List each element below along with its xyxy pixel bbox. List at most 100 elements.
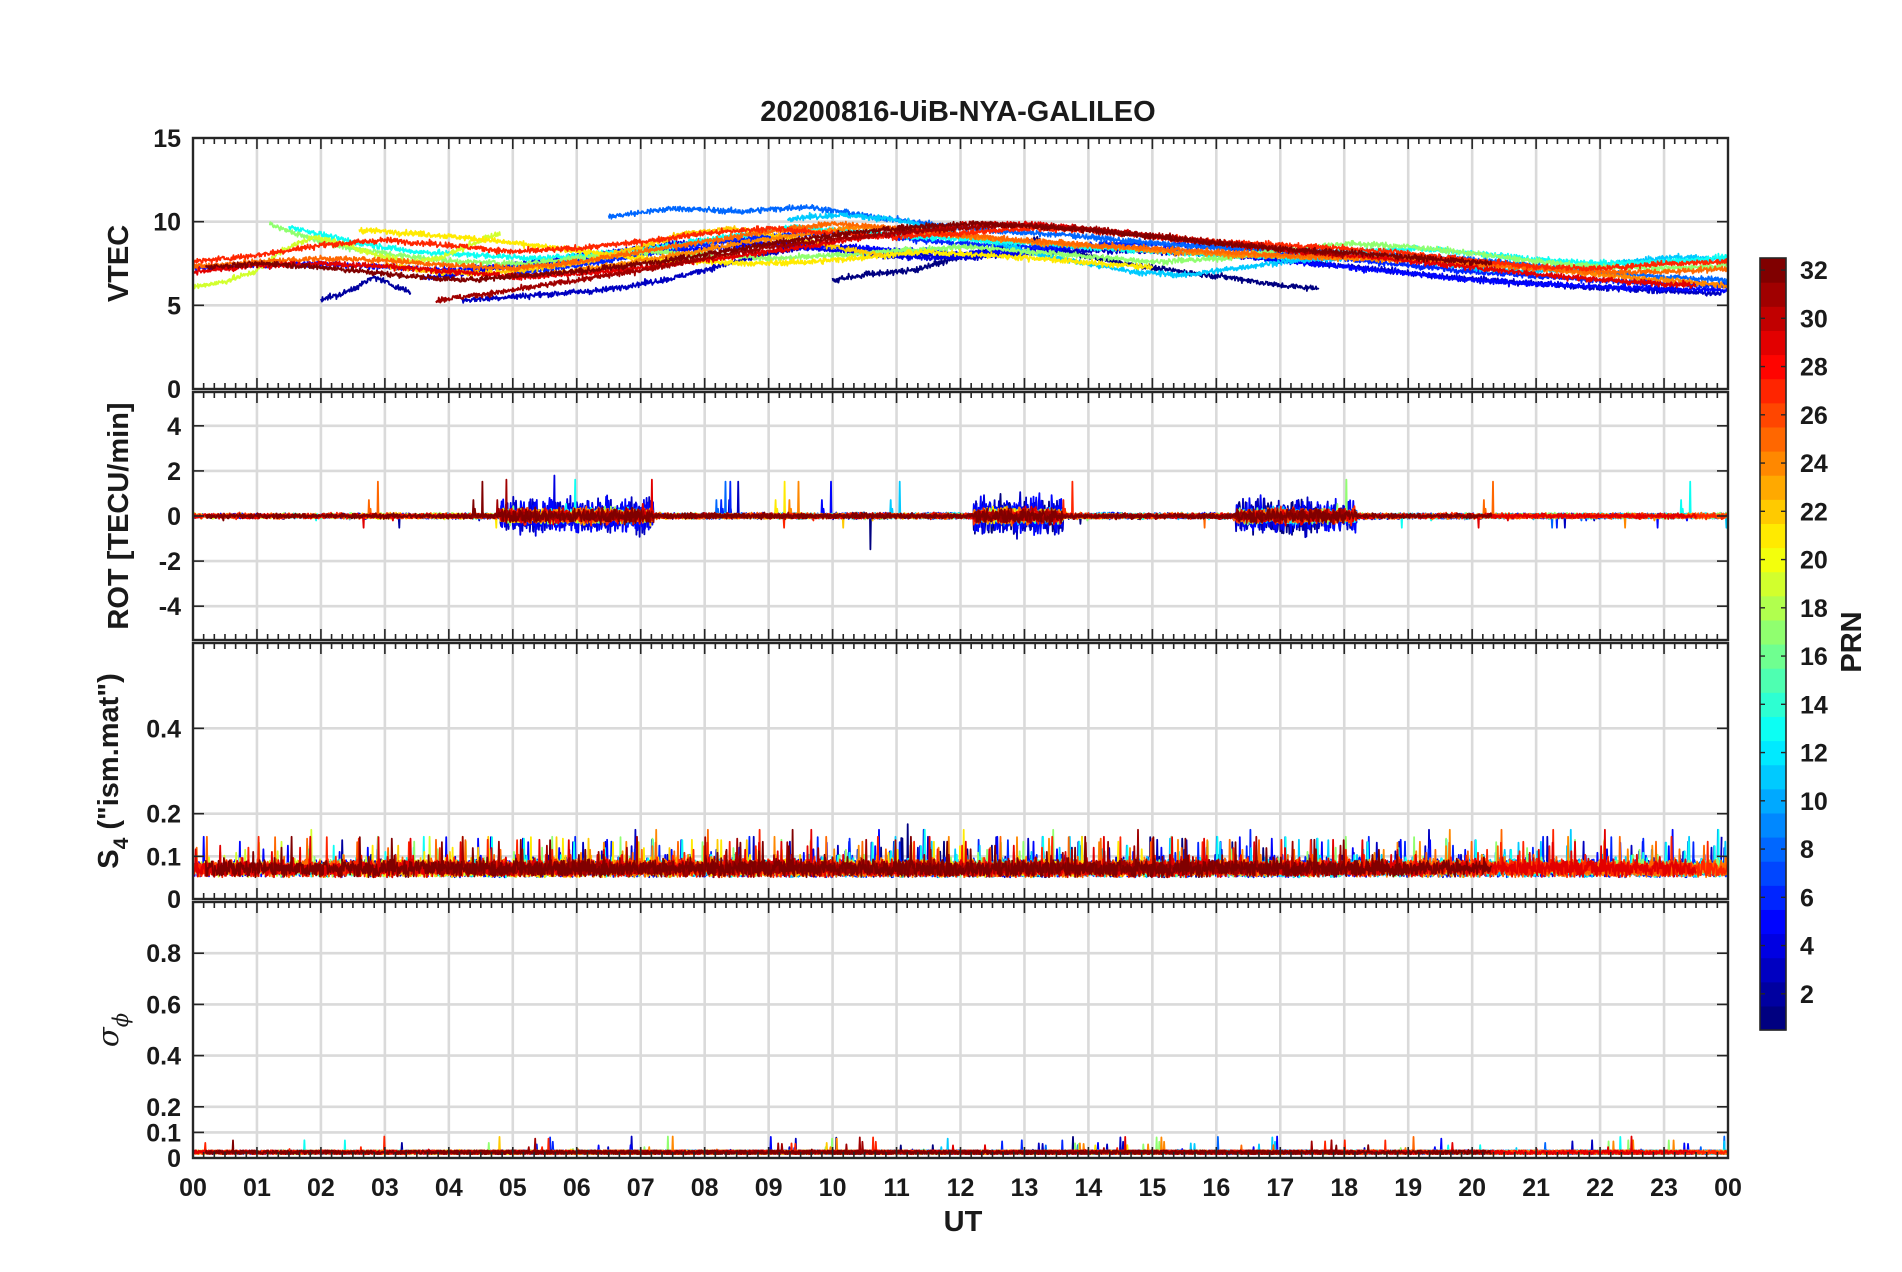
x-tick-label: 10 [819, 1174, 847, 1202]
colorbar-tick-label: 30 [1800, 305, 1828, 333]
panel-3: 0 0.1 0.2 0.4 S4 ("ism.mat") [93, 641, 1730, 914]
panel-1: 0 5 10 15 VTEC [103, 125, 1730, 404]
y-tick-label: 0.1 [146, 1119, 181, 1147]
colorbar-swatch [1760, 668, 1786, 693]
chart-title: 20200816-UiB-NYA-GALILEO [760, 96, 1155, 128]
y-tick-label: 10 [153, 209, 181, 237]
panel-frame [191, 390, 1730, 642]
y-tick-label: -2 [159, 548, 181, 576]
x-tick-label: 06 [563, 1174, 591, 1202]
panel-frame [191, 641, 1730, 901]
colorbar-swatch [1760, 909, 1786, 935]
colorbar-swatch [1760, 957, 1786, 983]
x-tick-label: 03 [371, 1174, 399, 1202]
y-tick-label: 0.2 [146, 1094, 181, 1122]
y-tick-label: 0 [167, 503, 181, 531]
series-line-prn-32 [204, 1139, 1493, 1156]
colorbar-tick-label: 6 [1800, 884, 1814, 912]
x-tick-label: 02 [307, 1174, 335, 1202]
x-tick-label: 22 [1586, 1174, 1614, 1202]
colorbar-tick-label: 8 [1800, 836, 1814, 864]
y-axis-label: S4 ("ism.mat") [93, 673, 133, 869]
y-tick-label: 0.2 [146, 801, 181, 829]
colorbar-swatch [1760, 812, 1786, 838]
y-tick-label: 4 [167, 413, 181, 441]
x-tick-label: 20 [1458, 1174, 1486, 1202]
colorbar-tick-label: 14 [1800, 691, 1828, 719]
y-tick-label: 0.1 [146, 843, 181, 871]
x-tick-label: 13 [1011, 1174, 1039, 1202]
y-tick-label: 2 [167, 458, 181, 486]
x-tick-label: 07 [627, 1174, 655, 1202]
colorbar-tick-label: 4 [1800, 933, 1814, 961]
colorbar-frame [1759, 257, 1787, 1031]
series-line-prn-32 [204, 828, 1493, 879]
x-tick-label: 16 [1202, 1174, 1230, 1202]
colorbar-tick-label: 16 [1800, 643, 1828, 671]
series-line-prn-2 [320, 274, 412, 303]
x-tick-label: 01 [243, 1174, 271, 1202]
colorbar-swatch [1760, 1005, 1786, 1031]
series-line-prn-32 [204, 220, 1493, 284]
colorbar-swatch [1760, 619, 1786, 645]
panel-frame [191, 136, 1730, 391]
y-tick-label: 0.4 [146, 715, 181, 743]
y-tick-label: 0.4 [146, 1043, 181, 1071]
colorbar-swatch [1760, 571, 1786, 597]
x-tick-label: 23 [1650, 1174, 1678, 1202]
y-tick-label: 0 [167, 1145, 181, 1173]
colorbar-label: PRN [1836, 611, 1868, 672]
colorbar-tick-label: 26 [1800, 402, 1828, 430]
x-axis-label: UT [944, 1206, 983, 1238]
x-tick-label: 08 [691, 1174, 719, 1202]
colorbar-tick-label: 24 [1800, 450, 1828, 478]
panel-data [193, 203, 1728, 304]
y-tick-label: 5 [167, 292, 181, 320]
x-tick-label: 04 [435, 1174, 463, 1202]
colorbar-tick-label: 32 [1800, 257, 1828, 285]
colorbar-swatch [1760, 330, 1786, 356]
x-tick-label: 21 [1522, 1174, 1550, 1202]
x-tick-labels: 00 01 02 03 04 05 06 07 08 09 10 11 12 13 14 15 16 17 18 19… [179, 1174, 1742, 1202]
colorbar-tick-label: 2 [1800, 981, 1814, 1009]
series-line-prn-19 [193, 231, 501, 290]
x-tick-label: 11 [883, 1174, 910, 1202]
x-tick-label: 00 [1714, 1174, 1742, 1202]
y-tick-label: 0 [167, 886, 181, 914]
y-tick-label: -4 [159, 593, 181, 621]
colorbar-tick-label: 28 [1800, 354, 1828, 382]
panel-2: -4 -2 0 2 4 ROT [TECU/min] [103, 390, 1730, 642]
y-tick-label: 0.8 [146, 940, 181, 968]
colorbar-swatch [1760, 426, 1786, 452]
x-tick-label: 05 [499, 1174, 527, 1202]
series-line-prn-32 [204, 480, 1493, 526]
colorbar-swatch [1760, 716, 1786, 742]
panel-data [193, 474, 1728, 551]
colorbar-swatch [1760, 282, 1786, 307]
y-axis-label: ROT [TECU/min] [103, 402, 135, 629]
panel-frame [191, 900, 1730, 1160]
x-tick-label: 12 [947, 1174, 975, 1202]
colorbar-swatch [1760, 861, 1786, 886]
series-line-prn-21 [358, 226, 1154, 271]
panel-4: 00.10.2 0.4 0.6 0.8 σϕ [91, 900, 1730, 1173]
x-tick-label: 14 [1075, 1174, 1103, 1202]
x-tick-label: 15 [1138, 1174, 1166, 1202]
x-tick-label: 17 [1266, 1174, 1294, 1202]
y-tick-label: 15 [153, 125, 181, 153]
series-line-prn-17 [268, 221, 1728, 273]
colorbar-tick-label: 20 [1800, 547, 1828, 575]
colorbar-swatch [1760, 764, 1786, 790]
colorbar-tick-label: 12 [1800, 740, 1828, 768]
y-axis-label: VTEC [103, 225, 135, 302]
y-axis-label: σϕ [91, 1013, 133, 1047]
y-tick-label: 0.6 [146, 991, 181, 1019]
x-tick-label: 09 [755, 1174, 783, 1202]
colorbar-swatch [1760, 378, 1786, 404]
colorbar-tick-label: 10 [1800, 788, 1828, 816]
x-tick-label: 00 [179, 1174, 207, 1202]
y-tick-label: 0 [167, 376, 181, 404]
